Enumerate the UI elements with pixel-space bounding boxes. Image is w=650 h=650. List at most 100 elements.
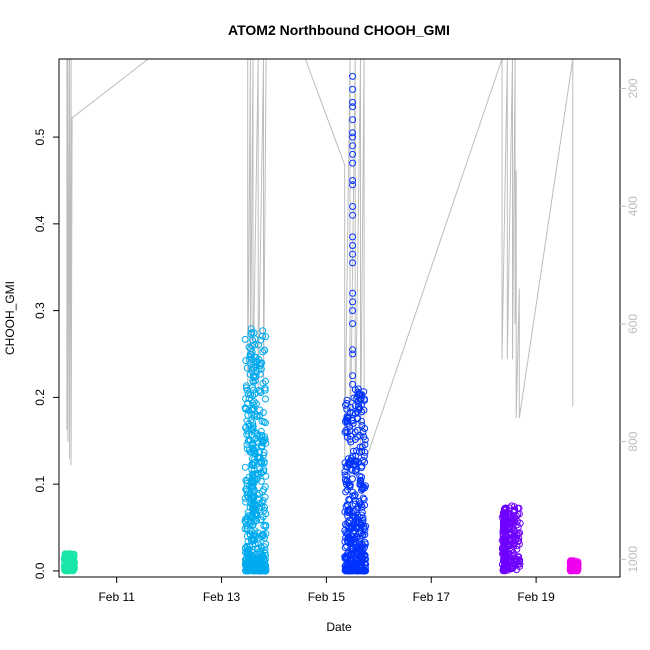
data-point — [262, 333, 270, 341]
data-point — [248, 466, 256, 473]
data-point — [249, 472, 256, 480]
data-point — [251, 450, 259, 457]
data-point — [343, 480, 350, 488]
data-point — [261, 419, 269, 427]
data-point — [352, 518, 360, 526]
y2-tick-label: 1000 — [626, 546, 640, 573]
data-point-outlier — [349, 307, 357, 315]
data-point — [255, 386, 263, 394]
data-point — [349, 419, 357, 427]
data-point — [349, 488, 357, 496]
data-point — [350, 492, 358, 500]
data-point — [259, 332, 266, 340]
data-point — [347, 403, 354, 411]
data-point — [260, 418, 268, 426]
pressure-trace — [66, 58, 574, 472]
data-point — [351, 500, 359, 508]
data-point — [502, 561, 509, 569]
data-point — [361, 543, 369, 551]
data-point — [353, 393, 361, 401]
data-point — [501, 524, 509, 532]
data-point — [348, 466, 356, 474]
data-point — [260, 451, 268, 459]
data-point — [512, 561, 520, 569]
data-point — [514, 510, 522, 518]
x-tick-label: Feb 11 — [98, 590, 135, 604]
data-point — [359, 532, 366, 540]
data-point — [261, 433, 269, 441]
data-point-outlier — [349, 116, 357, 124]
data-point — [358, 550, 366, 558]
data-point — [349, 529, 357, 537]
y2-tick-label: 400 — [626, 196, 640, 216]
data-point — [241, 335, 249, 343]
data-point — [341, 471, 349, 479]
data-point — [256, 432, 264, 440]
data-point — [251, 377, 259, 385]
data-point — [352, 523, 360, 531]
data-point — [63, 560, 71, 567]
data-point — [346, 435, 354, 443]
data-point — [244, 509, 252, 516]
data-point — [257, 336, 265, 344]
data-point — [261, 546, 269, 554]
data-point — [253, 544, 261, 552]
data-point — [248, 348, 256, 356]
data-point — [262, 521, 270, 529]
data-point — [568, 560, 575, 568]
data-point — [250, 398, 258, 406]
data-point — [353, 533, 361, 541]
data-point — [250, 566, 258, 574]
data-point — [256, 387, 264, 395]
data-point — [361, 448, 369, 456]
y-tick-label: 0.5 — [33, 128, 47, 145]
data-point — [355, 544, 363, 552]
data-point-outlier — [349, 350, 357, 358]
y2-tick-label: 800 — [626, 431, 640, 451]
data-point — [248, 329, 256, 337]
data-point — [350, 447, 357, 455]
data-point — [259, 530, 267, 538]
data-point — [251, 412, 258, 420]
data-point — [249, 419, 257, 427]
data-point — [248, 553, 256, 561]
data-point — [243, 431, 251, 439]
data-point — [66, 565, 74, 573]
data-point — [249, 508, 257, 516]
y2-tick-label: 200 — [626, 78, 640, 98]
data-point — [241, 463, 249, 471]
data-point — [242, 384, 250, 392]
data-point-outlier — [349, 129, 357, 137]
data-point — [349, 475, 356, 483]
data-point — [512, 514, 519, 522]
data-point-outlier — [349, 346, 357, 354]
data-point-outlier — [349, 298, 357, 306]
plot-frame — [58, 58, 621, 578]
x-tick-label: Feb 17 — [413, 590, 451, 604]
data-point — [251, 341, 258, 349]
data-point — [242, 518, 250, 526]
data-point — [344, 479, 352, 487]
data-point-outlier — [349, 181, 357, 189]
data-point — [260, 507, 268, 514]
data-point — [361, 567, 369, 575]
data-point-outlier — [349, 380, 357, 388]
data-point — [249, 399, 257, 407]
data-point — [513, 521, 521, 529]
data-point — [354, 385, 362, 393]
chart-title: ATOM2 Northbound CHOOH_GMI — [228, 22, 450, 38]
data-point-outlier — [349, 372, 357, 380]
data-point — [244, 553, 252, 561]
data-point — [500, 545, 508, 553]
data-point-outlier — [349, 211, 357, 219]
data-point — [510, 552, 518, 560]
data-point — [514, 553, 522, 561]
data-point — [345, 534, 352, 542]
data-point — [357, 558, 365, 566]
data-point — [355, 403, 362, 411]
secondary-y-axis: 200 400 600 800 1000 — [620, 78, 640, 573]
data-point — [359, 456, 367, 464]
data-point — [65, 565, 73, 573]
data-point — [245, 552, 253, 560]
